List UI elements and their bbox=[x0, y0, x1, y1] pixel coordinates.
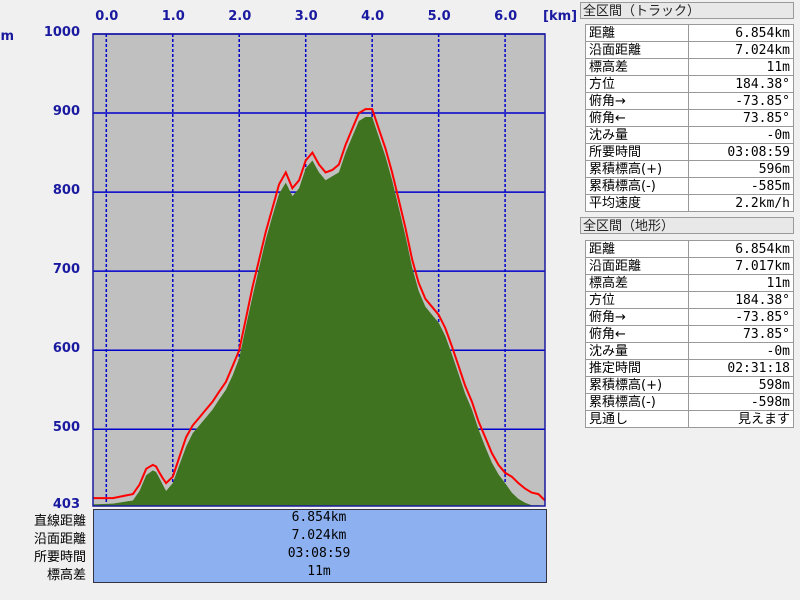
stat-value: -73.85° bbox=[688, 92, 794, 110]
stat-value: 7.017km bbox=[688, 257, 794, 275]
summary-value: 03:08:59 bbox=[287, 546, 351, 561]
stat-value: 6.854km bbox=[688, 24, 794, 42]
summary-value: 7.024km bbox=[291, 528, 347, 543]
stat-row: 方位 184.38° bbox=[585, 291, 794, 309]
stat-row: 沈み量 -0m bbox=[585, 342, 794, 360]
stat-label: 沿面距離 bbox=[585, 257, 689, 275]
stat-value: 11m bbox=[688, 274, 794, 292]
stat-label: 沿面距離 bbox=[585, 41, 689, 59]
stat-value: 73.85° bbox=[688, 325, 794, 343]
y-tick-label: 500 bbox=[52, 420, 80, 436]
stat-value: 11m bbox=[688, 58, 794, 76]
stat-value: 598m bbox=[688, 376, 794, 394]
stat-row: 沿面距離 7.024km bbox=[585, 41, 794, 59]
stat-label: 累積標高(+) bbox=[585, 160, 689, 178]
terrain-stats-table: 距離 6.854km 沿面距離 7.017km 標高差 11m 方位 184.38° 俯角→ -7… bbox=[585, 240, 794, 428]
track-stats-table: 距離 6.854km 沿面距離 7.024km 標高差 11m 方位 184.38° 俯角→ -7… bbox=[585, 24, 794, 212]
stat-value: 02:31:18 bbox=[688, 359, 794, 377]
stat-row: 沈み量 -0m bbox=[585, 126, 794, 144]
x-tick-label: 3.0 bbox=[294, 9, 318, 24]
stat-value: -0m bbox=[688, 126, 794, 144]
y-tick-label: 600 bbox=[52, 341, 80, 357]
stat-label: 推定時間 bbox=[585, 359, 689, 377]
plot-frame bbox=[92, 33, 546, 507]
x-tick-label: 4.0 bbox=[361, 9, 385, 24]
stat-row: 累積標高(+) 598m bbox=[585, 376, 794, 394]
x-tick-label: 1.0 bbox=[161, 9, 185, 24]
y-tick-label: 800 bbox=[52, 183, 80, 199]
stat-value: -0m bbox=[688, 342, 794, 360]
stat-label: 俯角← bbox=[585, 109, 689, 127]
summary-box bbox=[93, 509, 547, 583]
stat-value: -598m bbox=[688, 393, 794, 411]
stat-value: 596m bbox=[688, 160, 794, 178]
x-tick-label: 0.0 bbox=[95, 9, 119, 24]
stat-label: 見通し bbox=[585, 410, 689, 428]
stat-value: 7.024km bbox=[688, 41, 794, 59]
stat-label: 俯角← bbox=[585, 325, 689, 343]
stat-value: 73.85° bbox=[688, 109, 794, 127]
y-tick-label: 403 bbox=[52, 497, 80, 512]
stat-label: 累積標高(-) bbox=[585, 393, 689, 411]
stat-row: 推定時間 02:31:18 bbox=[585, 359, 794, 377]
stat-row: 累積標高(+) 596m bbox=[585, 160, 794, 178]
stat-label: 所要時間 bbox=[585, 143, 689, 161]
summary-label: 所要時間 bbox=[33, 550, 86, 565]
stat-row: 方位 184.38° bbox=[585, 75, 794, 93]
track-panel-title: 全区間（トラック） bbox=[580, 2, 794, 19]
summary-label: 直線距離 bbox=[33, 514, 86, 529]
stat-label: 累積標高(+) bbox=[585, 376, 689, 394]
stat-row: 累積標高(-) -585m bbox=[585, 177, 794, 195]
summary-label: 沿面距離 bbox=[33, 532, 86, 547]
stat-value: 184.38° bbox=[688, 291, 794, 309]
stat-label: 距離 bbox=[585, 24, 689, 42]
summary-value: 11m bbox=[307, 564, 331, 579]
stat-label: 方位 bbox=[585, 291, 689, 309]
y-tick-label: 700 bbox=[52, 262, 80, 278]
stat-row: 距離 6.854km bbox=[585, 240, 794, 258]
stat-label: 標高差 bbox=[585, 58, 689, 76]
stat-row: 平均速度 2.2km/h bbox=[585, 194, 794, 212]
stat-label: 沈み量 bbox=[585, 342, 689, 360]
stat-row: 見通し 見えます bbox=[585, 410, 794, 428]
summary-label: 標高差 bbox=[46, 568, 86, 583]
stat-label: 方位 bbox=[585, 75, 689, 93]
stat-value: 6.854km bbox=[688, 240, 794, 258]
x-tick-label: 5.0 bbox=[427, 9, 451, 24]
summary-value: 6.854km bbox=[291, 510, 347, 525]
stat-label: 標高差 bbox=[585, 274, 689, 292]
stat-row: 俯角→ -73.85° bbox=[585, 92, 794, 110]
stat-value: -73.85° bbox=[688, 308, 794, 326]
stat-value: 184.38° bbox=[688, 75, 794, 93]
stat-row: 累積標高(-) -598m bbox=[585, 393, 794, 411]
stat-row: 距離 6.854km bbox=[585, 24, 794, 42]
stat-label: 沈み量 bbox=[585, 126, 689, 144]
y-tick-label: 900 bbox=[52, 104, 80, 120]
x-tick-label: 2.0 bbox=[228, 9, 252, 24]
stat-row: 俯角← 73.85° bbox=[585, 325, 794, 343]
stat-label: 累積標高(-) bbox=[585, 177, 689, 195]
stat-value: -585m bbox=[688, 177, 794, 195]
stat-row: 沿面距離 7.017km bbox=[585, 257, 794, 275]
stat-row: 所要時間 03:08:59 bbox=[585, 143, 794, 161]
stat-label: 俯角→ bbox=[585, 92, 689, 110]
stat-label: 俯角→ bbox=[585, 308, 689, 326]
track-profile-line bbox=[93, 108, 546, 502]
stat-value: 見えます bbox=[688, 410, 794, 428]
terrain-panel-title: 全区間（地形） bbox=[580, 217, 794, 234]
stat-label: 距離 bbox=[585, 240, 689, 258]
x-axis-unit-label: [km] bbox=[543, 9, 578, 24]
y-axis-unit-label: m] bbox=[0, 29, 14, 44]
stat-row: 標高差 11m bbox=[585, 274, 794, 292]
stat-row: 標高差 11m bbox=[585, 58, 794, 76]
stat-label: 平均速度 bbox=[585, 194, 689, 212]
y-tick-label: 1000 bbox=[43, 25, 80, 40]
stat-row: 俯角← 73.85° bbox=[585, 109, 794, 127]
stat-value: 2.2km/h bbox=[688, 194, 794, 212]
x-tick-label: 6.0 bbox=[494, 9, 518, 24]
stat-value: 03:08:59 bbox=[688, 143, 794, 161]
terrain-profile-area bbox=[93, 117, 545, 506]
stat-row: 俯角→ -73.85° bbox=[585, 308, 794, 326]
